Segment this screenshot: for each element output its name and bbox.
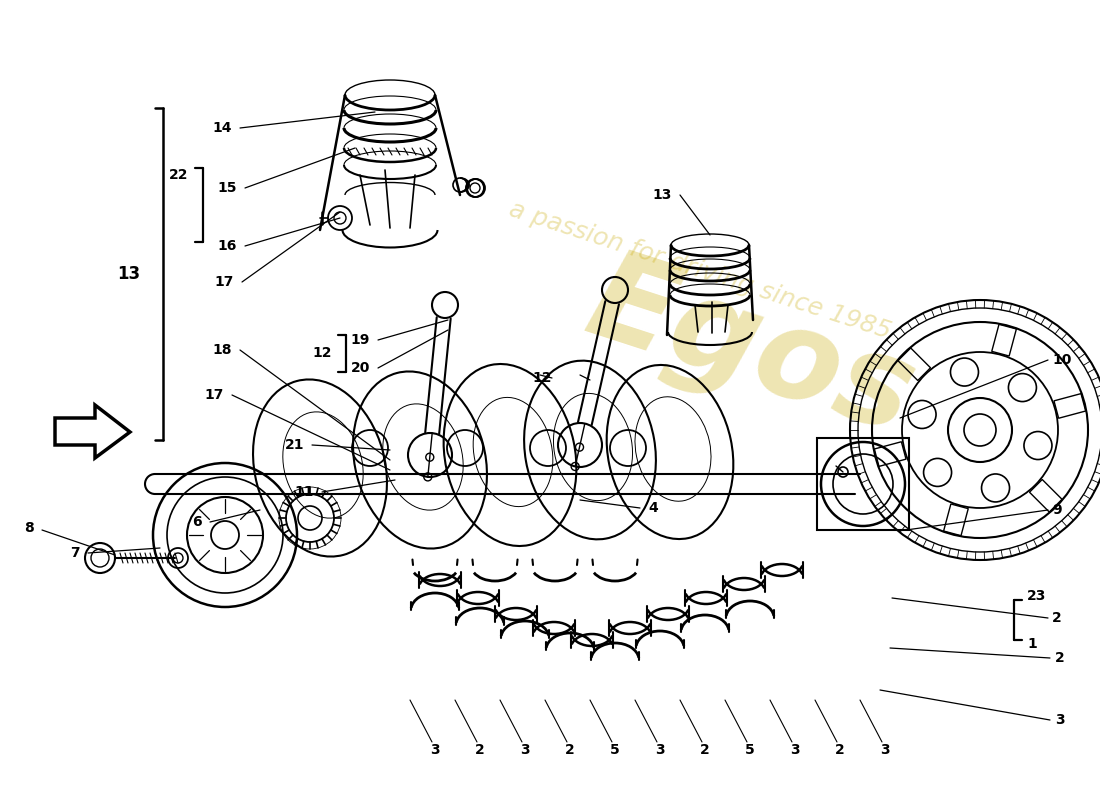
Text: 2: 2 [565, 743, 575, 757]
Text: 23: 23 [1027, 589, 1046, 603]
Text: 11: 11 [295, 485, 313, 499]
Text: 14: 14 [212, 121, 232, 135]
Text: 7: 7 [70, 546, 80, 560]
Text: 13: 13 [117, 265, 140, 283]
Text: 3: 3 [656, 743, 664, 757]
Text: 16: 16 [218, 239, 236, 253]
Text: 19: 19 [351, 333, 370, 347]
Text: 18: 18 [212, 343, 232, 357]
Text: 5: 5 [745, 743, 755, 757]
Text: a passion for driving since 1985: a passion for driving since 1985 [506, 197, 894, 343]
Text: 9: 9 [1052, 503, 1062, 517]
Text: Egos: Egos [572, 241, 928, 459]
Text: 1: 1 [1027, 637, 1036, 651]
Bar [817, 438, 909, 530]
Text: 3: 3 [430, 743, 440, 757]
Text: 22: 22 [168, 168, 188, 182]
Text: 2: 2 [700, 743, 710, 757]
Text: 2: 2 [835, 743, 845, 757]
Text: 3: 3 [1055, 713, 1065, 727]
Text: 17: 17 [205, 388, 224, 402]
Text: 17: 17 [214, 275, 234, 289]
Text: 12: 12 [532, 371, 552, 385]
Text: 5: 5 [610, 743, 620, 757]
Text: 20: 20 [351, 361, 370, 375]
Text: 15: 15 [218, 181, 236, 195]
Text: 8: 8 [24, 521, 34, 535]
Text: 2: 2 [1055, 651, 1065, 665]
Text: 13: 13 [652, 188, 672, 202]
Text: 3: 3 [520, 743, 530, 757]
Text: 10: 10 [1052, 353, 1071, 367]
Text: 3: 3 [880, 743, 890, 757]
Text: 2: 2 [475, 743, 485, 757]
Text: 3: 3 [790, 743, 800, 757]
Text: 2: 2 [1052, 611, 1062, 625]
Text: 12: 12 [312, 346, 332, 360]
Text: 21: 21 [285, 438, 304, 452]
Text: 6: 6 [192, 515, 202, 529]
Text: 4: 4 [648, 501, 658, 515]
